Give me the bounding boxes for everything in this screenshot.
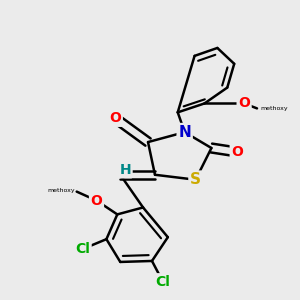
Text: Cl: Cl — [75, 242, 90, 256]
Text: O: O — [91, 194, 102, 208]
Text: methoxy: methoxy — [47, 188, 75, 193]
Text: O: O — [231, 145, 243, 159]
Text: O: O — [238, 96, 250, 110]
Text: Cl: Cl — [155, 275, 170, 289]
Text: O: O — [110, 111, 121, 125]
Text: H: H — [119, 163, 131, 177]
Text: S: S — [190, 172, 201, 187]
Text: methoxy: methoxy — [260, 106, 288, 111]
Text: N: N — [178, 125, 191, 140]
